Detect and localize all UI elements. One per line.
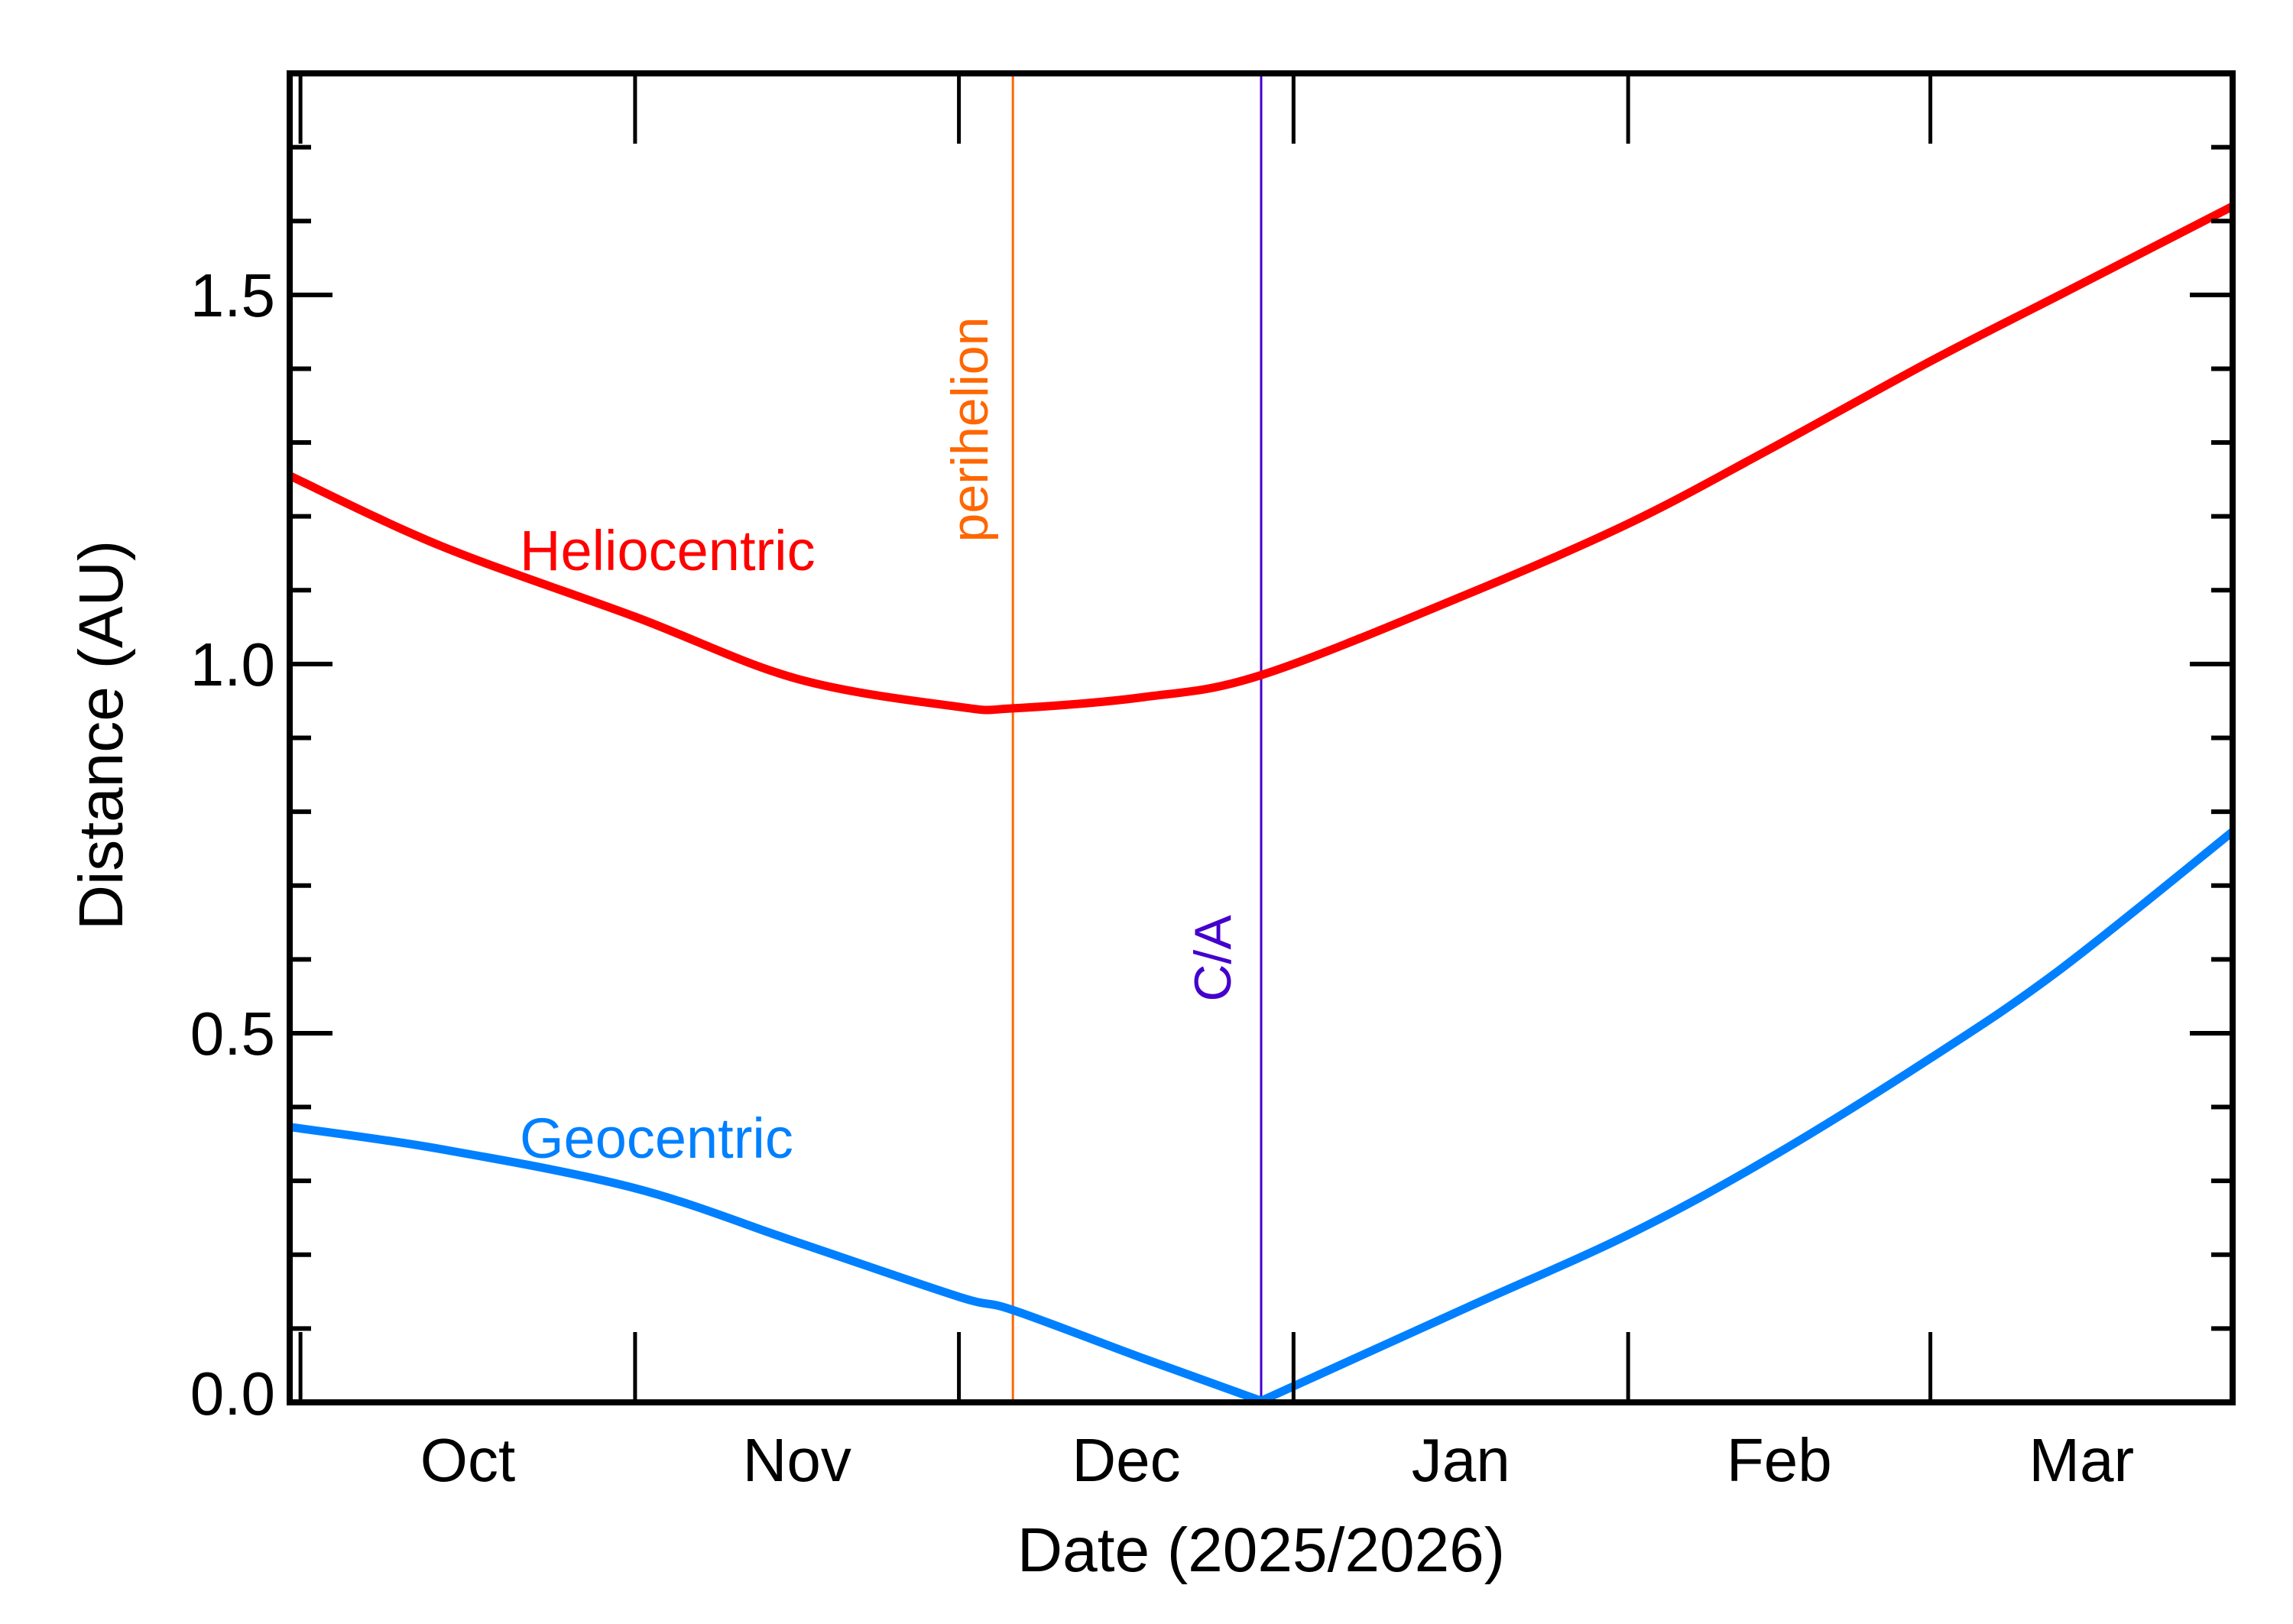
marker-label-perihelion: perihelion [941, 317, 999, 543]
tick-labels: Oct Nov Dec Jan Feb Mar 0.0 0.5 1.0 1.5 [190, 261, 2134, 1494]
y-tick-label: 1.5 [190, 261, 275, 329]
x-axis-title: Date (2025/2026) [1017, 1515, 1505, 1585]
x-tick-label: Feb [1727, 1426, 1832, 1494]
x-tick-label: Jan [1412, 1426, 1510, 1494]
series-layer [287, 203, 2236, 1405]
y-tick-label: 0.0 [190, 1360, 275, 1428]
x-tick-label: Mar [2029, 1426, 2134, 1494]
y-axis-title: Distance (AU) [66, 540, 136, 930]
marker-label-ca: C/A [1184, 915, 1242, 1002]
x-tick-label: Oct [420, 1426, 515, 1494]
y-tick-label: 1.0 [190, 630, 275, 699]
series-line-heliocentric [287, 203, 2235, 715]
x-tick-label: Dec [1072, 1426, 1180, 1494]
series-label-geocentric: Geocentric [520, 1107, 793, 1170]
x-tick-label: Nov [743, 1426, 851, 1494]
y-tick-label: 0.5 [190, 1000, 275, 1068]
series-line-geocentric [289, 828, 2236, 1405]
axis-ticks [290, 71, 2233, 1405]
series-label-heliocentric: Heliocentric [520, 519, 816, 582]
marker-lines [1011, 73, 1263, 1402]
